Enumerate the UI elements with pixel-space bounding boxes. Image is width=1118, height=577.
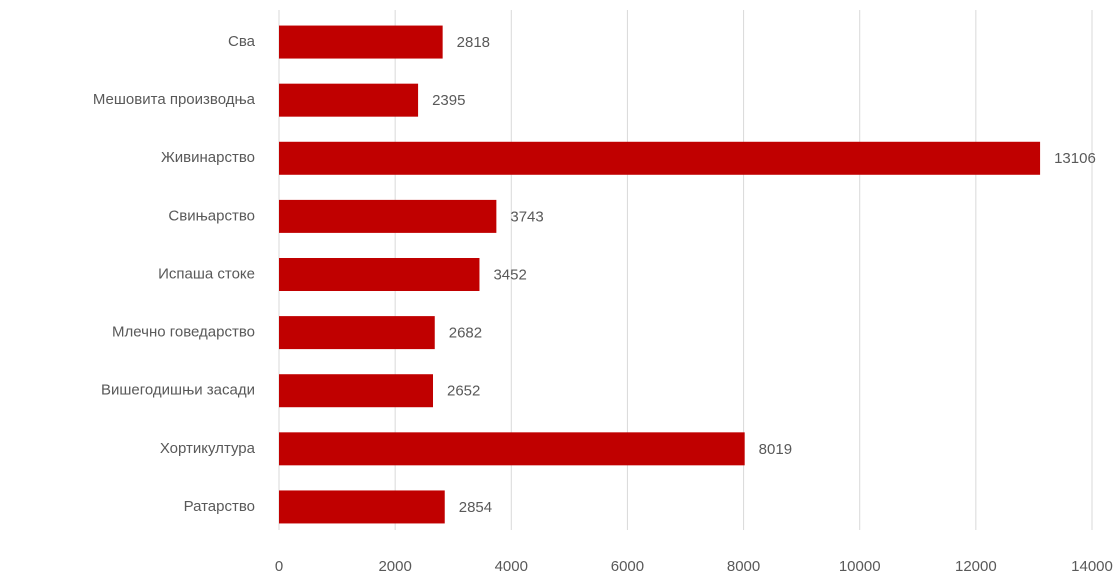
y-tick-label: Сва (228, 33, 256, 50)
y-tick-label: Свињарство (168, 207, 255, 224)
y-tick-label: Млечно говедарство (112, 324, 255, 341)
y-tick-label: Мешовита производња (93, 91, 256, 108)
x-tick-label: 6000 (611, 558, 644, 575)
data-label: 2818 (457, 34, 490, 51)
bar (279, 25, 443, 59)
x-tick-label: 12000 (955, 558, 997, 575)
data-label: 3452 (493, 266, 526, 283)
y-tick-label: Испаша стоке (158, 265, 255, 282)
bar (279, 316, 435, 350)
x-tick-label: 10000 (839, 558, 881, 575)
bar (279, 83, 419, 117)
x-tick-label: 8000 (727, 558, 760, 575)
x-tick-label: 14000 (1071, 558, 1113, 575)
data-label: 2682 (449, 325, 482, 342)
data-label: 2854 (459, 499, 492, 516)
x-tick-label: 4000 (495, 558, 528, 575)
y-tick-label: Ратарство (184, 498, 255, 515)
bar (279, 432, 745, 466)
y-tick-label: Хортикултура (160, 440, 256, 457)
data-label: 2395 (432, 92, 465, 109)
data-label: 13106 (1054, 150, 1096, 167)
bar (279, 258, 480, 291)
x-tick-label: 0 (275, 558, 283, 575)
y-tick-label: Вишегодишњи засади (101, 382, 255, 399)
bar (279, 374, 434, 408)
bar (279, 141, 1041, 175)
bar (279, 490, 445, 524)
data-label: 3743 (510, 208, 543, 225)
y-tick-label: Живинарство (161, 149, 255, 166)
x-tick-label: 2000 (378, 558, 411, 575)
bar (279, 199, 497, 233)
data-label: 8019 (759, 441, 792, 458)
data-label: 2652 (447, 383, 480, 400)
